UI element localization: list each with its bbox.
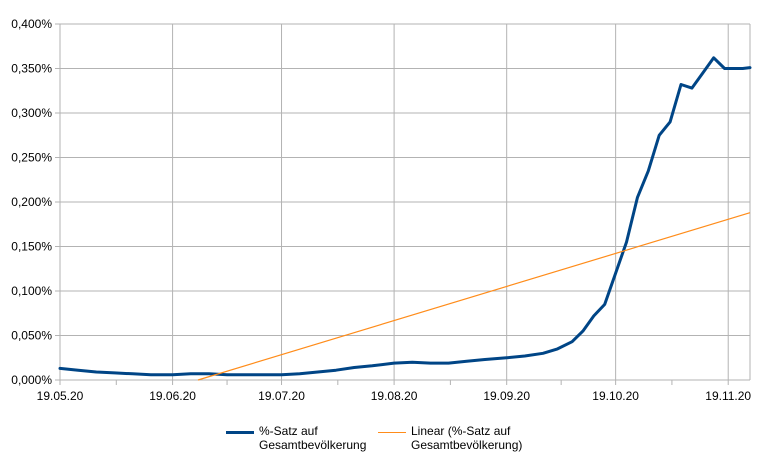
legend-label-trend: Linear (%-Satz auf Gesamtbevölkerung) xyxy=(411,424,523,452)
x-tick-label: 19.11.20 xyxy=(705,389,751,403)
y-tick-label: 0,350% xyxy=(11,62,52,76)
x-tick-label: 19.08.20 xyxy=(371,389,418,403)
x-tick-label: 19.06.20 xyxy=(149,389,196,403)
y-tick-label: 0,400% xyxy=(11,17,52,31)
legend-item-series: %-Satz auf Gesamtbevölkerung xyxy=(226,424,389,452)
x-tick-label: 19.10.20 xyxy=(592,389,639,403)
y-tick-label: 0,050% xyxy=(11,329,52,343)
y-tick-label: 0,200% xyxy=(11,195,52,209)
series-line-linear-trend xyxy=(197,212,751,381)
legend: %-Satz auf Gesamtbevölkerung Linear (%-S… xyxy=(0,424,761,458)
line-chart: 0,000% 0,050% 0,100% 0,150% 0,200% 0,250% 0,30… xyxy=(11,17,752,403)
x-tick-label: 19.07.20 xyxy=(258,389,305,403)
y-axis-ticks: 0,000% 0,050% 0,100% 0,150% 0,200% 0,250% 0,30… xyxy=(11,17,60,387)
legend-swatch-series xyxy=(226,431,254,434)
y-tick-label: 0,000% xyxy=(11,373,52,387)
gridlines xyxy=(59,23,751,381)
legend-swatch-trend xyxy=(378,432,406,433)
x-tick-label: 19.05.20 xyxy=(37,389,84,403)
y-tick-label: 0,300% xyxy=(11,106,52,120)
x-axis-ticks: 19.05.20 19.06.20 19.07.20 19.08.20 19.09.20… xyxy=(37,380,751,403)
x-tick-label: 19.09.20 xyxy=(483,389,530,403)
legend-label-series: %-Satz auf Gesamtbevölkerung xyxy=(259,424,367,452)
legend-item-trend: Linear (%-Satz auf Gesamtbevölkerung) xyxy=(378,424,561,452)
y-tick-label: 0,100% xyxy=(11,284,52,298)
y-tick-label: 0,250% xyxy=(11,151,52,165)
series-lines xyxy=(58,56,752,381)
y-tick-label: 0,150% xyxy=(11,240,52,254)
series-line-percent xyxy=(58,56,752,377)
